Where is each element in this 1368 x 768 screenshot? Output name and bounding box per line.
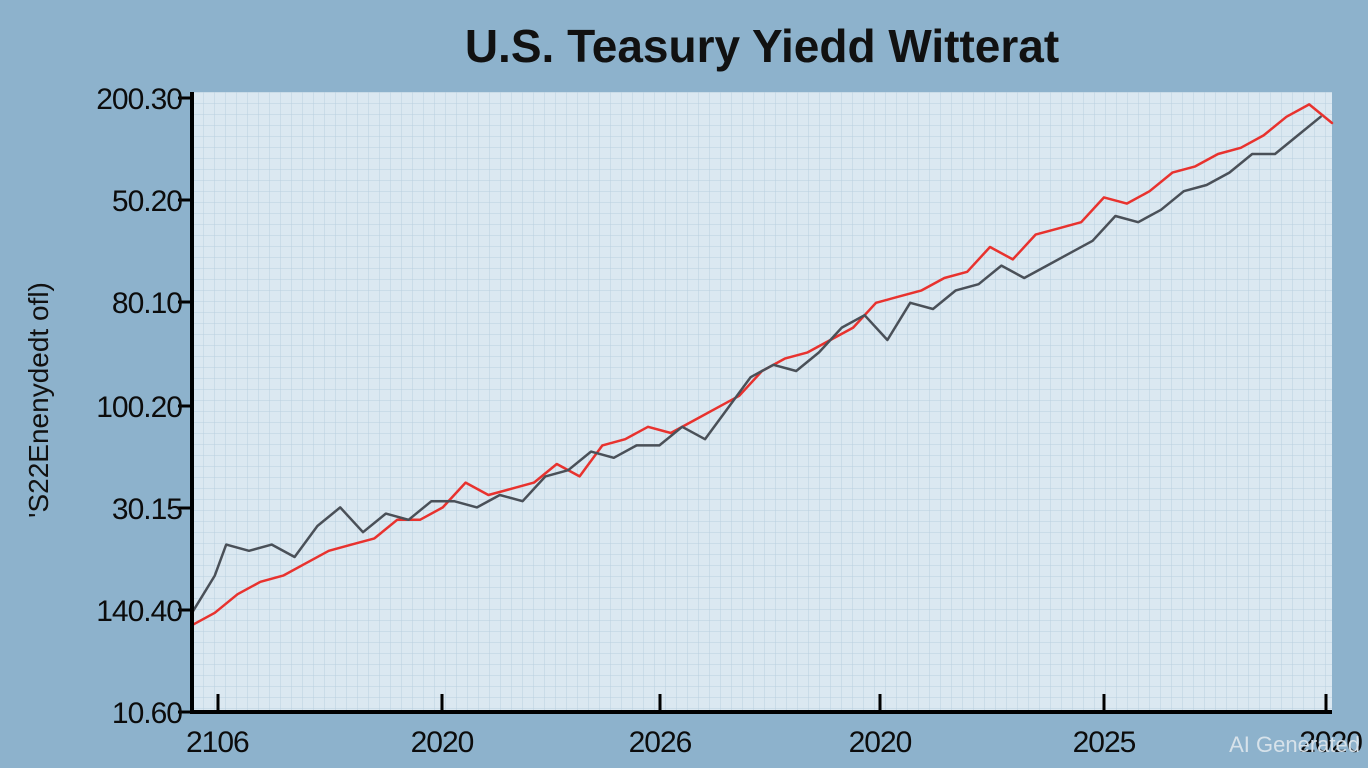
y-tick-label: 50.20 (112, 185, 182, 218)
y-tick-label: 100.20 (96, 391, 182, 424)
x-tick-label: 2020 (849, 726, 912, 759)
grid (192, 92, 1332, 712)
y-tick-label: 10.60 (112, 697, 182, 730)
chart-title: U.S. Teasury Yiedd Witterat (465, 20, 1059, 72)
x-tick-label: 2106 (186, 726, 249, 759)
y-tick-label: 140.40 (96, 595, 182, 628)
x-tick-label: 2020 (411, 726, 474, 759)
y-tick-label: 200.30 (96, 83, 182, 116)
x-tick-label: 2020 (1299, 726, 1362, 759)
x-tick-label: 2026 (629, 726, 692, 759)
watermark-text: AI Generated (1229, 732, 1360, 757)
y-tick-label: 30.15 (112, 493, 182, 526)
y-tick-label: 80.10 (112, 287, 182, 320)
series-layer (190, 103, 1334, 627)
y-ticks: 200.30 50.20 80.10 100.20 30.15 140.40 10.60 (96, 83, 192, 730)
x-tick-label: 2025 (1073, 726, 1136, 759)
series-line-2 (190, 115, 1322, 615)
y-axis-label: 'S22Enenydedt ofl) (23, 282, 54, 518)
x-ticks: 2106 2020 2026 2020 2025 2020 (186, 694, 1363, 759)
